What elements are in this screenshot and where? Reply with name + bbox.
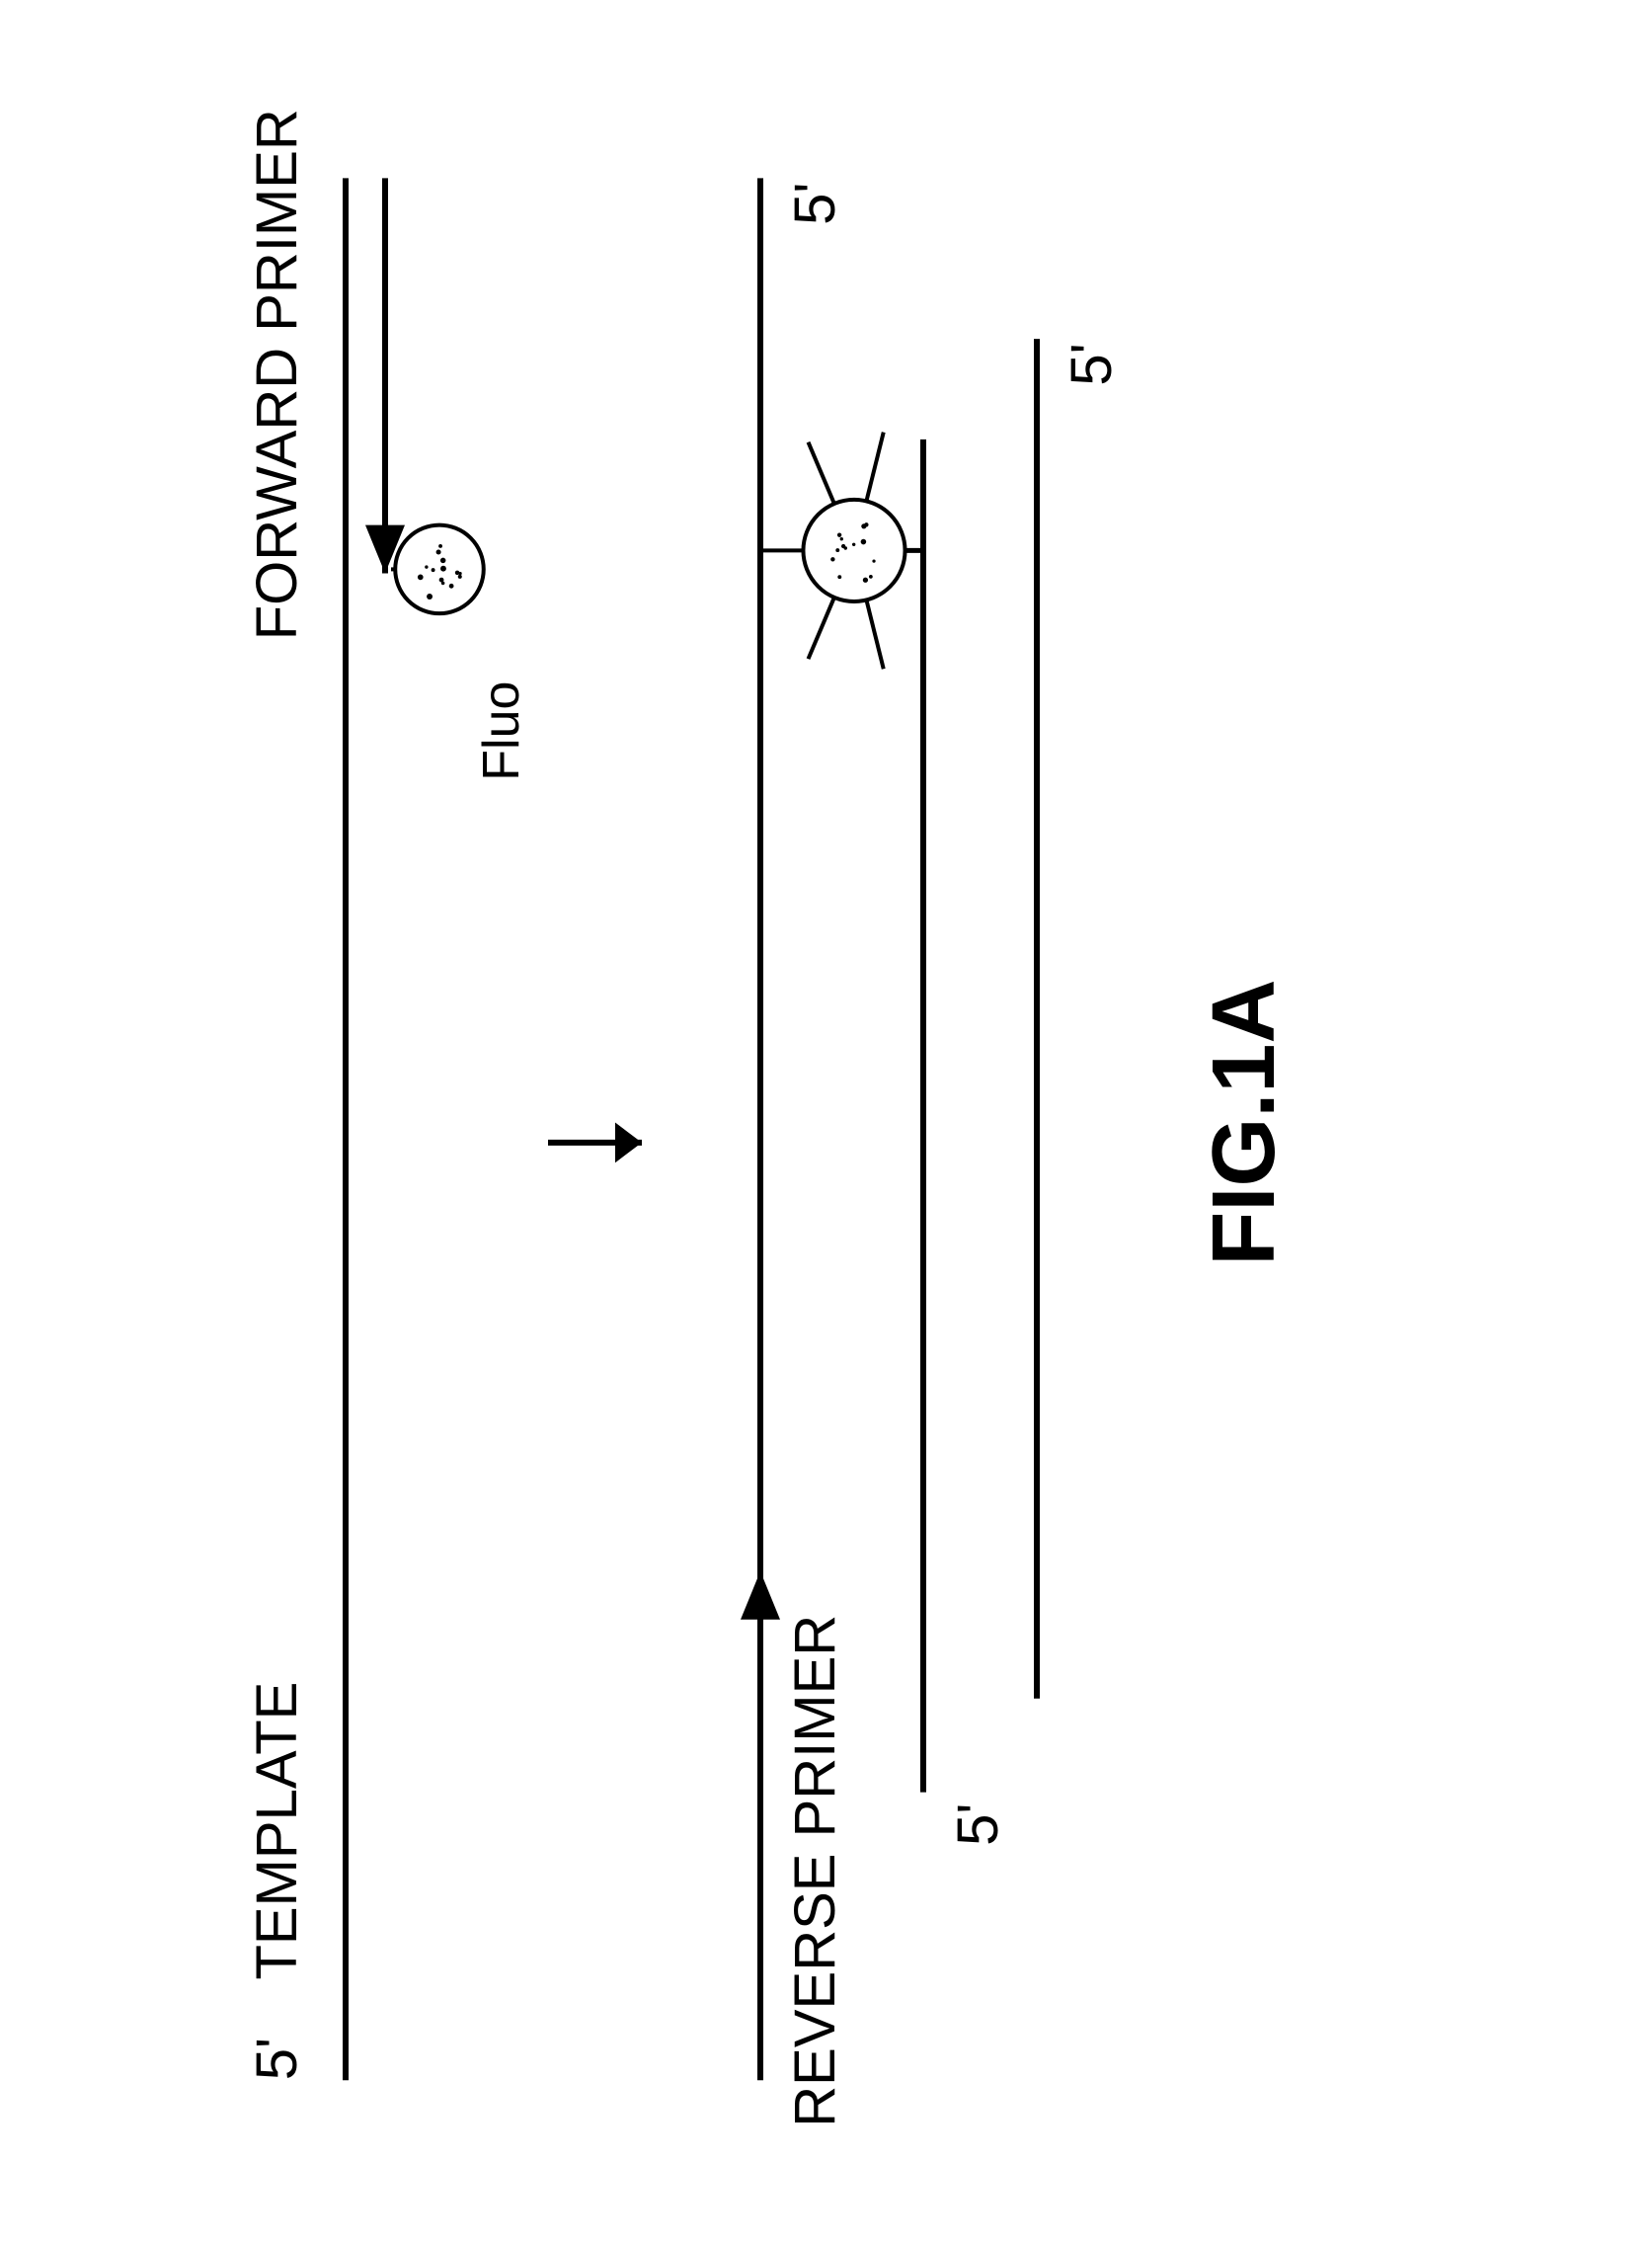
five-prime-label: 5' [245,2038,309,2080]
five-prime-label: 5' [783,183,847,225]
reverse-primer-label: REVERSE PRIMER [783,1615,847,2127]
fluorophore-bead [395,525,484,614]
figure-1a-label: FIG.1A [1195,980,1294,1266]
five-prime-label: 5' [1060,343,1124,385]
five-prime-label: 5' [946,1803,1010,1846]
forward-primer-label: FORWARD PRIMER [245,109,309,640]
fluo-label: Fluo [473,681,530,781]
template-label: TEMPLATE [245,1682,309,1980]
fluorophore-bead [762,433,905,670]
